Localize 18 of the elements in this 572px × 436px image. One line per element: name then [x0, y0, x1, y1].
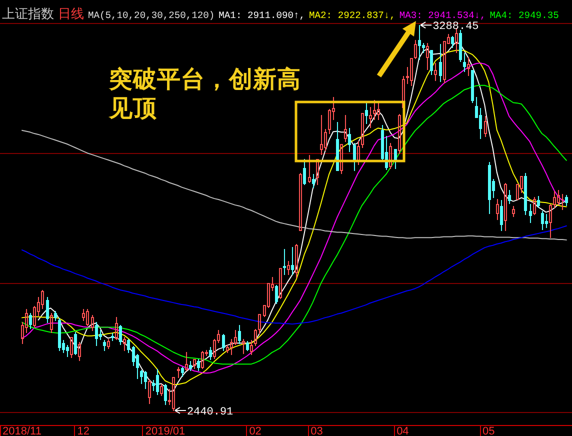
legend-title: MA(5,10,20,30,250,120): [88, 10, 215, 21]
x-tick-label: 02: [249, 426, 262, 436]
annotation: 突破平台，创新高: [109, 66, 301, 92]
x-tick-label: 04: [396, 426, 409, 436]
x-tick-label: 05: [482, 426, 495, 436]
series-name: MA3: 2941.534↓,: [399, 10, 486, 21]
x-tick-label: 2019/01: [145, 426, 186, 436]
series-name: MA4: 2949.35: [490, 10, 559, 21]
series-name: MA2: 2922.837↓,: [309, 10, 396, 21]
annotation: 见顶: [109, 95, 157, 121]
x-tick-label: 2018/11: [2, 426, 42, 436]
annotation: 3288.45: [432, 21, 479, 34]
subtitle: 日线: [58, 6, 84, 21]
title: 上证指数: [2, 6, 54, 21]
x-tick-label: 12: [77, 426, 90, 436]
annotation: 2440.91: [186, 406, 234, 418]
series-name: MA1: 2911.090↑,: [218, 10, 306, 21]
x-tick-label: 03: [310, 426, 323, 436]
